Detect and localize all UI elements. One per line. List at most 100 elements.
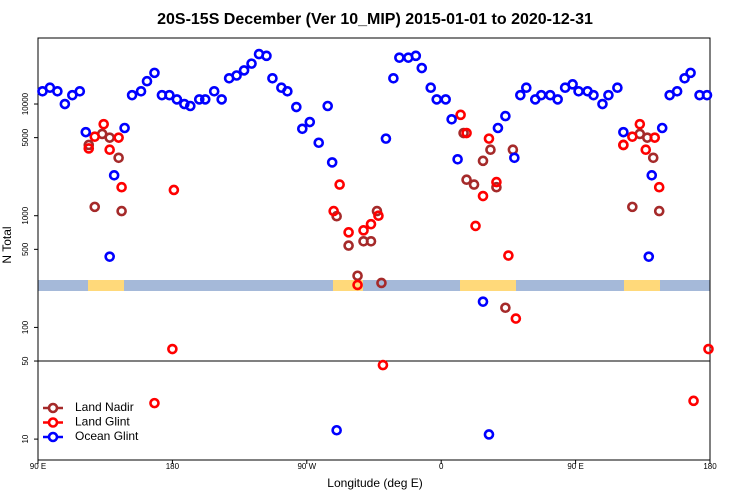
point [231, 70, 242, 81]
point [679, 72, 690, 84]
land-strip [88, 280, 124, 291]
land-strip [460, 280, 516, 291]
point [89, 131, 101, 142]
point [656, 122, 668, 134]
point [113, 132, 124, 143]
point [343, 240, 354, 251]
point [98, 118, 110, 130]
point [104, 144, 115, 155]
point [588, 89, 599, 101]
point [477, 155, 489, 167]
point [119, 122, 130, 134]
surface-strip [38, 280, 710, 291]
x-tick-label: 90 E [30, 462, 46, 471]
point [83, 139, 95, 151]
y-tick-label: 10000 [21, 92, 30, 115]
point [373, 210, 384, 222]
point [627, 131, 638, 142]
ocean-strip [38, 280, 710, 291]
point [331, 424, 342, 436]
legend-label: Land Nadir [75, 400, 134, 414]
point [627, 201, 638, 213]
chart-title: 20S-15S December (Ver 10_MIP) 2015-01-01… [157, 11, 593, 28]
point [515, 89, 526, 101]
point [634, 118, 646, 130]
point [352, 270, 363, 282]
y-tick-label: 5000 [21, 128, 30, 146]
point [618, 126, 629, 138]
point [701, 89, 713, 101]
point [104, 251, 115, 262]
point [425, 82, 437, 93]
point [507, 144, 519, 155]
x-tick-label: 90 W [297, 462, 316, 471]
point [503, 250, 514, 261]
point [485, 144, 496, 155]
point [461, 127, 472, 139]
point [328, 205, 339, 217]
y-tick-label: 500 [21, 242, 30, 256]
point [261, 50, 272, 62]
point [509, 152, 520, 164]
point [380, 133, 392, 144]
point [216, 94, 227, 105]
x-tick-label: 180 [703, 462, 717, 471]
point [671, 85, 683, 97]
point [483, 133, 495, 144]
land-strip [333, 280, 363, 291]
point [483, 429, 495, 440]
legend-marker [47, 431, 59, 443]
legend-marker [47, 402, 59, 414]
point [149, 397, 160, 409]
point [521, 82, 532, 93]
point [552, 94, 563, 105]
point [603, 89, 614, 101]
point [446, 113, 457, 125]
point [440, 94, 451, 105]
legend-marker [47, 417, 59, 428]
point [643, 251, 655, 262]
point [343, 227, 354, 238]
point [167, 343, 178, 355]
point [455, 109, 466, 121]
x-tick-label: 90 E [567, 462, 583, 471]
point [365, 218, 377, 230]
point [171, 94, 183, 105]
point [567, 79, 578, 90]
point [468, 179, 480, 190]
point [376, 277, 387, 289]
point [535, 89, 547, 101]
y-tick-label: 10 [21, 434, 30, 443]
point [199, 94, 211, 105]
point [126, 89, 138, 101]
point [688, 395, 699, 407]
point [491, 181, 502, 193]
point [492, 122, 504, 134]
point [326, 157, 338, 168]
point [500, 110, 511, 122]
point [59, 98, 71, 110]
y-tick-label: 100 [21, 320, 30, 334]
point [297, 123, 308, 135]
point [149, 67, 160, 79]
point [164, 89, 175, 101]
point [365, 236, 377, 247]
point [193, 94, 205, 105]
point [703, 343, 714, 355]
point [653, 181, 665, 193]
point [83, 143, 95, 154]
legend-label: Ocean Glint [75, 429, 139, 443]
point [452, 153, 463, 165]
point [647, 152, 659, 164]
point [135, 85, 147, 97]
point [116, 205, 127, 217]
point [597, 98, 608, 110]
point [618, 139, 629, 151]
point [500, 302, 511, 314]
point [313, 137, 325, 149]
y-axis-label: N Total [0, 226, 14, 263]
point [510, 313, 522, 324]
point [646, 170, 658, 181]
legend-label: Land Glint [75, 415, 130, 429]
point [649, 132, 661, 143]
